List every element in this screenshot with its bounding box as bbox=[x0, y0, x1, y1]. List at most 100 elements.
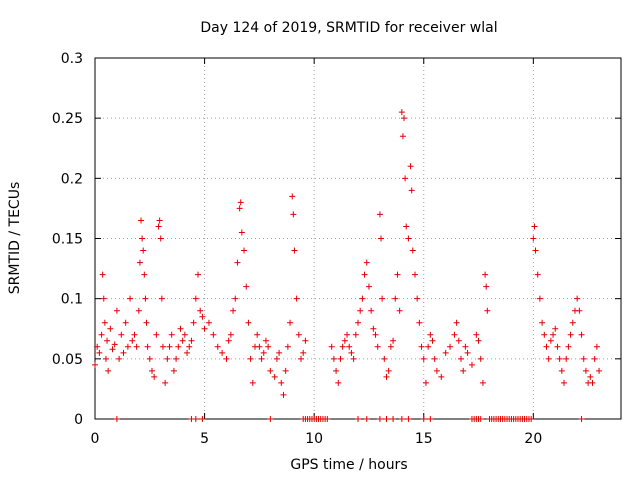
data-point bbox=[433, 367, 440, 374]
data-point bbox=[403, 223, 410, 230]
data-point bbox=[409, 247, 416, 254]
data-point bbox=[104, 337, 111, 344]
zero-level-point bbox=[390, 416, 397, 422]
data-point bbox=[408, 187, 415, 194]
data-point bbox=[363, 259, 370, 266]
y-tick-label: 0.05 bbox=[52, 352, 83, 368]
data-point bbox=[199, 313, 206, 320]
data-point bbox=[392, 295, 399, 302]
data-point bbox=[159, 343, 166, 350]
data-point bbox=[146, 355, 153, 362]
data-point bbox=[175, 343, 182, 350]
data-point bbox=[578, 331, 585, 338]
data-point bbox=[344, 331, 351, 338]
y-tick-label: 0 bbox=[74, 412, 83, 428]
data-point bbox=[298, 355, 305, 362]
data-point bbox=[333, 367, 340, 374]
data-point bbox=[438, 373, 445, 380]
data-point bbox=[460, 367, 467, 374]
data-point bbox=[247, 355, 254, 362]
data-point bbox=[383, 373, 390, 380]
zero-level-point bbox=[324, 416, 331, 422]
data-point bbox=[339, 343, 346, 350]
data-point bbox=[399, 133, 406, 140]
data-point bbox=[120, 349, 127, 356]
data-point bbox=[368, 307, 375, 314]
x-axis-label: GPS time / hours bbox=[290, 457, 407, 473]
data-point bbox=[153, 331, 160, 338]
data-point bbox=[547, 337, 554, 344]
data-point bbox=[293, 295, 300, 302]
data-point bbox=[543, 343, 550, 350]
zero-level-point bbox=[477, 416, 484, 422]
data-point bbox=[335, 379, 342, 386]
data-point bbox=[328, 343, 335, 350]
data-point bbox=[552, 325, 559, 332]
data-point bbox=[370, 325, 377, 332]
data-point bbox=[249, 379, 256, 386]
data-point bbox=[536, 295, 543, 302]
data-point bbox=[365, 283, 372, 290]
data-point bbox=[372, 331, 379, 338]
data-point bbox=[589, 379, 596, 386]
data-point bbox=[136, 259, 143, 266]
data-point bbox=[158, 295, 165, 302]
data-point bbox=[133, 343, 140, 350]
data-point bbox=[101, 319, 108, 326]
data-point bbox=[168, 331, 175, 338]
data-point bbox=[282, 367, 289, 374]
data-point bbox=[569, 319, 576, 326]
data-point bbox=[330, 355, 337, 362]
data-point bbox=[98, 331, 105, 338]
data-point bbox=[236, 205, 243, 212]
data-point bbox=[287, 319, 294, 326]
data-point bbox=[587, 373, 594, 380]
zero-level-point bbox=[528, 416, 535, 422]
grid-lines bbox=[95, 58, 621, 419]
y-tick-label: 0.2 bbox=[61, 171, 83, 187]
data-point bbox=[113, 307, 120, 314]
data-point bbox=[591, 355, 598, 362]
data-point bbox=[284, 343, 291, 350]
data-point bbox=[554, 343, 561, 350]
data-point bbox=[429, 337, 436, 344]
data-point bbox=[232, 295, 239, 302]
zero-level-point bbox=[405, 416, 412, 422]
data-points bbox=[92, 109, 603, 422]
data-point bbox=[390, 337, 397, 344]
data-point bbox=[565, 343, 572, 350]
data-point bbox=[237, 199, 244, 206]
data-point bbox=[447, 343, 454, 350]
data-point bbox=[398, 109, 405, 116]
data-point bbox=[245, 319, 252, 326]
data-point bbox=[402, 175, 409, 182]
data-point bbox=[144, 343, 151, 350]
data-point bbox=[116, 355, 123, 362]
data-point bbox=[596, 367, 603, 374]
data-point bbox=[468, 361, 475, 368]
data-point bbox=[396, 307, 403, 314]
zero-level-point bbox=[192, 416, 199, 422]
data-point bbox=[164, 355, 171, 362]
data-point bbox=[214, 343, 221, 350]
data-point bbox=[451, 331, 458, 338]
zero-level-point bbox=[383, 416, 390, 422]
data-point bbox=[477, 355, 484, 362]
data-point bbox=[271, 373, 278, 380]
data-point bbox=[177, 325, 184, 332]
data-point bbox=[350, 355, 357, 362]
data-point bbox=[186, 343, 193, 350]
data-point bbox=[227, 331, 234, 338]
data-point bbox=[262, 337, 269, 344]
data-point bbox=[376, 211, 383, 218]
data-point bbox=[479, 379, 486, 386]
data-point bbox=[118, 331, 125, 338]
data-point bbox=[241, 247, 248, 254]
data-point bbox=[475, 337, 482, 344]
zero-level-point bbox=[376, 416, 383, 422]
data-point bbox=[567, 331, 574, 338]
data-point bbox=[181, 331, 188, 338]
data-point bbox=[574, 295, 581, 302]
data-point bbox=[109, 346, 116, 353]
